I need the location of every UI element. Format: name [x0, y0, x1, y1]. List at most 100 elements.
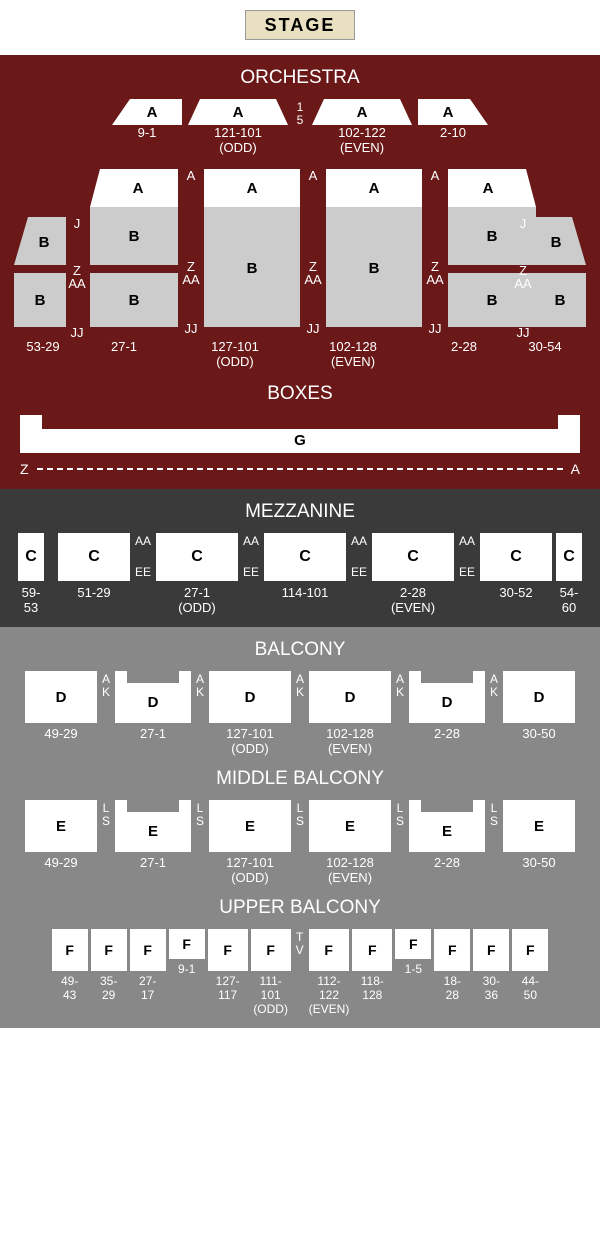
svg-text:B: B	[555, 292, 566, 309]
tier-title: MIDDLE BALCONY	[10, 768, 590, 790]
seat-range: 30-50	[503, 855, 575, 870]
orch-main-block: A B	[204, 169, 300, 327]
svg-text:B: B	[551, 234, 562, 251]
row-labels: AZAAJJ	[182, 169, 200, 335]
seat-range: 102-128 (EVEN)	[309, 855, 391, 885]
balcony-block: F	[52, 929, 88, 971]
balcony-block: F	[473, 929, 509, 971]
svg-text:A: A	[147, 104, 158, 121]
balcony-block: E	[309, 800, 391, 852]
seat-range: 127-101 (ODD)	[209, 855, 291, 885]
seat-range: 44- 50	[512, 974, 548, 1002]
balcony-block: F	[91, 929, 127, 971]
row-labels: JZAAJJ	[514, 169, 532, 339]
svg-text:B: B	[369, 260, 380, 277]
row-labels: LS	[294, 800, 306, 828]
seat-range: 2-10	[418, 125, 488, 140]
balcony-block: E	[209, 800, 291, 852]
orchestra-section: ORCHESTRA A 9-1 A 121-101 (ODD) 1 5 A 10…	[0, 55, 600, 489]
seat-range: 112- 122 (EVEN)	[309, 974, 350, 1016]
balcony-block: D	[115, 671, 191, 723]
orch-edge-block: B B	[534, 217, 586, 327]
orch-front-block: A	[312, 99, 412, 125]
seat-range: 9-1	[112, 125, 182, 140]
tier-title: UPPER BALCONY	[10, 897, 590, 919]
balcony-block: E	[409, 800, 485, 852]
balcony-section: BALCONYD49-29AKD27-1AKD127-101 (ODD)AKD1…	[0, 627, 600, 1028]
seat-range: 27-1	[115, 855, 191, 870]
row-labels: AAEE	[350, 533, 368, 579]
balcony-block: D	[209, 671, 291, 723]
seat-range: 49- 43	[52, 974, 88, 1002]
seat-range: 49-29	[25, 855, 97, 870]
mezz-block: C	[556, 533, 582, 581]
seat-range: 2-28	[409, 726, 485, 741]
stage-label: STAGE	[245, 10, 355, 40]
mezzanine-section: MEZZANINE C59- 53C51-29AAEEC27-1 (ODD)AA…	[0, 489, 600, 627]
seat-range: 27-1 (ODD)	[156, 585, 238, 615]
seat-range: 30- 36	[473, 974, 509, 1002]
mezzanine-title: MEZZANINE	[10, 501, 590, 523]
balcony-block: E	[25, 800, 97, 852]
balcony-block: F	[434, 929, 470, 971]
seat-range: 59- 53	[18, 585, 44, 615]
balcony-block: F	[309, 929, 349, 971]
svg-text:A: A	[233, 104, 244, 121]
seat-range: 2-28	[409, 855, 485, 870]
seat-range: 102-128 (EVEN)	[294, 339, 412, 369]
svg-text:A: A	[483, 180, 494, 197]
row-label: Z	[20, 461, 29, 477]
balcony-block: F	[169, 929, 205, 959]
svg-text:B: B	[247, 260, 258, 277]
seat-range: 53-29	[14, 339, 72, 369]
seat-range: 127- 117	[208, 974, 248, 1002]
seat-range: 111- 101 (ODD)	[251, 974, 291, 1016]
svg-text:A: A	[443, 104, 454, 121]
seat-range: 30-54	[516, 339, 574, 369]
row-labels: AZAAJJ	[304, 169, 322, 335]
svg-text:G: G	[294, 432, 306, 449]
row-labels: AZAAJJ	[426, 169, 444, 335]
row-labels: AK	[294, 671, 306, 699]
seat-range: 54- 60	[556, 585, 582, 615]
boxes-title: BOXES	[10, 383, 590, 405]
orch-edge-block: B B	[14, 217, 66, 327]
seat-range: 114-101	[264, 585, 346, 600]
boxes-block: G	[20, 415, 580, 457]
mezz-block: C	[372, 533, 454, 581]
svg-text:D: D	[148, 694, 159, 711]
seat-range: 127-101 (ODD)	[176, 339, 294, 369]
orch-front-block: A	[112, 99, 182, 125]
svg-text:A: A	[369, 180, 380, 197]
orch-front-block: A	[418, 99, 488, 125]
mezz-block: C	[156, 533, 238, 581]
row-labels: JZAAJJ	[68, 169, 86, 339]
row-labels: LS	[394, 800, 406, 828]
seat-range: 18- 28	[434, 974, 470, 1002]
balcony-block: F	[208, 929, 248, 971]
balcony-block: F	[352, 929, 392, 971]
row-labels: LS	[488, 800, 500, 828]
seat-range: 9-1	[169, 962, 205, 976]
row-labels: AAEE	[458, 533, 476, 579]
mezz-block: C	[480, 533, 552, 581]
svg-text:B: B	[487, 228, 498, 245]
seat-range: 30-50	[503, 726, 575, 741]
svg-text:D: D	[442, 694, 453, 711]
svg-text:E: E	[148, 823, 158, 840]
center-seat-label: 1 5	[294, 99, 306, 127]
row-labels: AAEE	[134, 533, 152, 579]
mezz-block: C	[264, 533, 346, 581]
row-labels: AK	[100, 671, 112, 699]
svg-text:A: A	[133, 180, 144, 197]
tier-title: BALCONY	[10, 639, 590, 661]
row-labels: AK	[194, 671, 206, 699]
seat-range: 127-101 (ODD)	[209, 726, 291, 756]
svg-text:E: E	[442, 823, 452, 840]
balcony-block: F	[130, 929, 166, 971]
seat-range: 1-5	[395, 962, 431, 976]
balcony-block: F	[251, 929, 291, 971]
seat-range: 27-1	[72, 339, 176, 369]
balcony-block: D	[309, 671, 391, 723]
balcony-block: D	[25, 671, 97, 723]
